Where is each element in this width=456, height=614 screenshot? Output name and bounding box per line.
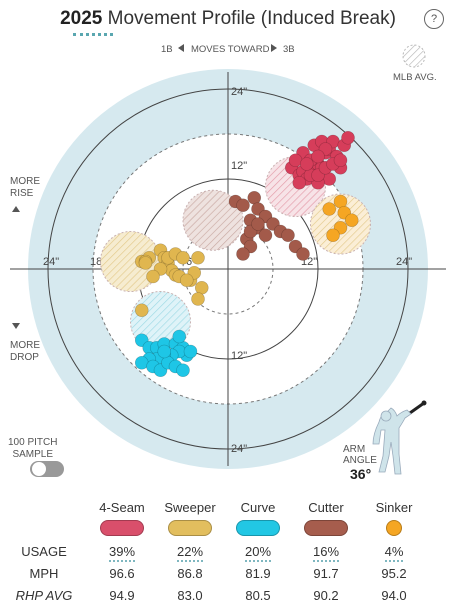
pitch-name: Curve <box>240 499 276 515</box>
pitch-point[interactable] <box>333 153 348 168</box>
label-24-bottom: 24" <box>231 443 247 455</box>
usage-label: USAGE <box>21 543 67 559</box>
pitch-name-row: 4-Seam Sweeper Curve Cutter Sinker <box>0 496 428 518</box>
pitch-point[interactable] <box>176 363 190 378</box>
pitch-point[interactable] <box>311 149 325 164</box>
pitch-toggle-cutter[interactable] <box>304 519 348 536</box>
sample-label: 100 PITCH SAMPLE <box>8 437 58 460</box>
page-title: 2025 Movement Profile (Induced Break) <box>0 8 456 30</box>
rhp-avg-value: 90.2 <box>313 587 339 603</box>
more-rise-label: MORE RISE <box>10 176 40 199</box>
pitch-toggle-curve[interactable] <box>236 519 280 536</box>
mph-value: 81.9 <box>245 565 271 581</box>
pitch-point[interactable] <box>191 292 205 306</box>
usage-value[interactable]: 39% <box>108 543 136 562</box>
usage-value[interactable]: 22% <box>176 543 204 562</box>
rhp-avg-label: RHP AVG <box>15 587 73 603</box>
pitch-point[interactable] <box>341 130 355 145</box>
mlb-avg-zone-hatch <box>182 189 244 251</box>
pitch-point[interactable] <box>138 256 153 270</box>
usage-value[interactable]: 20% <box>244 543 272 562</box>
rhp-avg-value: 94.0 <box>381 587 407 603</box>
pitch-point[interactable] <box>258 228 273 243</box>
label-24-top: 24" <box>231 86 247 98</box>
pitch-point[interactable] <box>292 175 307 190</box>
arm-angle-value: 36° <box>350 466 372 482</box>
pitch-color-row <box>0 518 428 540</box>
pitch-point[interactable] <box>176 250 190 265</box>
pitch-point[interactable] <box>299 157 314 171</box>
mph-value: 91.7 <box>313 565 339 581</box>
pitch-point[interactable] <box>191 250 205 265</box>
year-underline <box>73 33 113 36</box>
pitch-toggle-sinker[interactable] <box>386 519 402 536</box>
pitch-stats-table: 4-Seam Sweeper Curve Cutter Sinker USAGE… <box>0 496 428 606</box>
pitch-point[interactable] <box>183 344 198 359</box>
pitch-toggle-4seam[interactable] <box>100 519 144 536</box>
pitch-point[interactable] <box>251 217 265 231</box>
direction-middle: MOVES TOWARD <box>191 44 270 55</box>
pitch-point[interactable] <box>236 247 250 261</box>
arrow-right-icon <box>271 44 277 52</box>
mlb-avg-icon <box>402 44 426 68</box>
arm-angle-label: ARM ANGLE <box>343 444 377 466</box>
rhp-avg-value: 94.9 <box>109 587 135 603</box>
label-6-left: 6" <box>186 256 196 268</box>
label-12-bottom: 12" <box>231 350 247 362</box>
pitch-point[interactable] <box>146 269 160 284</box>
pitcher-figure-icon <box>372 400 427 475</box>
points-layer <box>134 130 359 378</box>
pitch-point[interactable] <box>157 344 172 359</box>
label-12-top: 12" <box>231 160 247 172</box>
rhp-avg-value: 83.0 <box>177 587 203 603</box>
pitch-toggle-sweeper[interactable] <box>168 519 212 536</box>
rhp-avg-value: 80.5 <box>245 587 271 603</box>
pitch-point[interactable] <box>172 329 187 344</box>
title-year: 2025 <box>60 8 103 29</box>
pitch-name: Sweeper <box>164 499 216 515</box>
pitch-point[interactable] <box>322 202 337 216</box>
direction-left: 1B <box>161 44 173 55</box>
pitch-point[interactable] <box>134 303 149 318</box>
pitch-name: 4-Seam <box>99 499 145 515</box>
pitch-point[interactable] <box>236 198 250 213</box>
more-drop-label: MORE DROP <box>10 340 40 363</box>
rhp-avg-row: RHP AVG 94.9 83.0 80.5 90.2 94.0 <box>0 584 428 606</box>
pitch-point[interactable] <box>281 228 295 243</box>
pitch-name: Sinker <box>375 499 413 515</box>
sample-toggle[interactable] <box>30 461 64 477</box>
usage-value[interactable]: 4% <box>384 543 404 562</box>
help-icon[interactable]: ? <box>424 9 444 29</box>
usage-value[interactable]: 16% <box>312 543 340 562</box>
direction-right: 3B <box>283 44 295 55</box>
usage-row: USAGE 39% 22% 20% 16% 4% <box>0 540 428 562</box>
mph-value: 86.8 <box>177 565 203 581</box>
toggle-knob <box>32 462 46 476</box>
mph-value: 95.2 <box>381 565 407 581</box>
label-24-right: 24" <box>396 256 412 268</box>
mlb-avg-label: MLB AVG. <box>393 72 437 83</box>
pitch-name: Cutter <box>308 499 344 515</box>
rise-arrow-icon <box>12 206 20 212</box>
mph-row: MPH 96.6 86.8 81.9 91.7 95.2 <box>0 562 428 584</box>
drop-arrow-icon <box>12 323 20 329</box>
mph-label: MPH <box>29 565 59 581</box>
label-24-left: 24" <box>43 256 59 268</box>
pitch-point[interactable] <box>179 273 194 288</box>
mph-value: 96.6 <box>109 565 135 581</box>
pitch-point[interactable] <box>296 247 310 261</box>
pitch-point[interactable] <box>326 228 340 243</box>
arrow-left-icon <box>178 44 184 52</box>
pitch-point[interactable] <box>344 213 359 228</box>
title-text: Movement Profile (Induced Break) <box>107 8 396 29</box>
